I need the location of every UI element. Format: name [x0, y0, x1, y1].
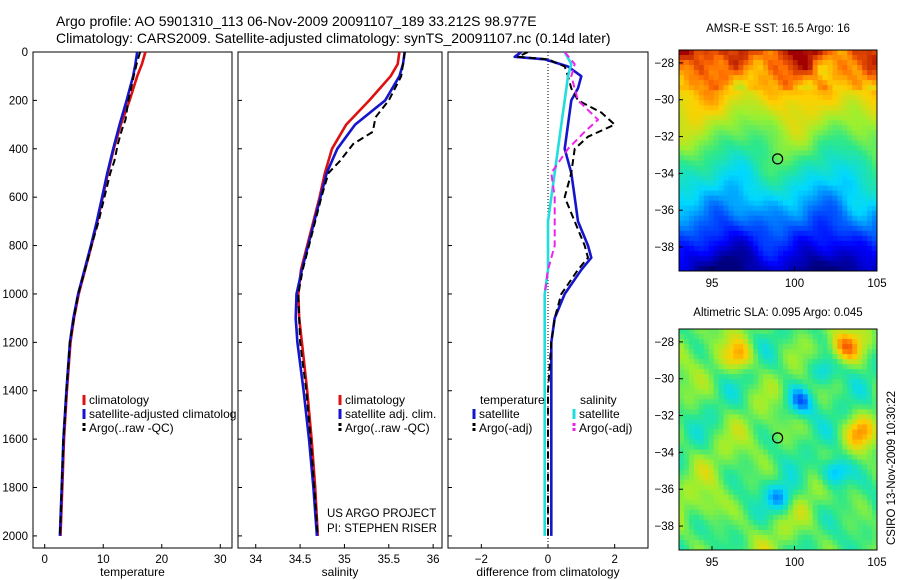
legend-label: Argo(-adj) [579, 421, 632, 435]
y-tick-label: 1200 [2, 337, 28, 349]
temperature-profile-panel: 0 200 400 600 800 1000 1200 1400 1600 1800 2000 0 10… [2, 47, 236, 579]
map-y-tick-label: −36 [654, 205, 674, 217]
map-x-tick-label: 105 [867, 278, 886, 290]
y-tick-label: 1400 [2, 386, 28, 398]
map-y-tick-label: −32 [654, 411, 674, 423]
map-y-tick-label: −32 [654, 132, 674, 144]
map-y-tick-label: −30 [654, 95, 674, 107]
project-credit: US ARGO PROJECT [327, 508, 436, 520]
plot-frame [237, 51, 443, 549]
legend-label: satellite adj. clim. [345, 407, 436, 421]
y-tick-label: 800 [9, 241, 28, 253]
y-tick-label: 600 [9, 192, 28, 204]
x-axis-label: salinity [322, 565, 359, 579]
figure-title-line2: Climatology: CARS2009. Satellite-adjuste… [56, 30, 611, 46]
map-x-tick-label: 95 [706, 557, 719, 569]
y-tick-label: 1800 [2, 483, 28, 495]
series-line-salinity-satellite [543, 52, 573, 536]
legend-label: climatology [345, 393, 405, 407]
y-tick-label: 1600 [2, 434, 28, 446]
map-y-tick-label: −38 [654, 242, 674, 254]
x-tick-label: 2 [611, 554, 617, 566]
x-tick-label: 36 [427, 554, 440, 566]
x-tick-label: 20 [155, 554, 168, 566]
map-x-tick-label: 95 [706, 278, 719, 290]
legend-group-title: temperature [480, 393, 545, 407]
legend-label: Argo(..raw -QC) [345, 421, 430, 435]
legend-group-title: salinity [580, 393, 617, 407]
x-tick-label: 34 [249, 554, 262, 566]
map-y-tick-label: −36 [654, 484, 674, 496]
x-tick-label: −2 [475, 554, 488, 566]
series-line-salinity-argo-adj- [543, 52, 599, 295]
legend-label: Argo(..raw -QC) [89, 421, 174, 435]
legend-label: Argo(-adj) [479, 421, 532, 435]
y-tick-label: 200 [9, 95, 28, 107]
map-frame [678, 328, 878, 551]
x-axis-label: difference from climatology [476, 565, 619, 579]
y-tick-label: 2000 [2, 531, 28, 543]
plot-frame [447, 51, 649, 549]
x-tick-label: 35.5 [378, 554, 400, 566]
argo-float-location-marker [772, 153, 784, 165]
legend-label: satellite [579, 407, 620, 421]
map-y-tick-label: −30 [654, 374, 674, 386]
salinity-profile-panel: 34 34.5 35 35.5 36 salinity climatologysatelli… [237, 51, 443, 579]
pi-credit: PI: STEPHEN RISER [327, 523, 437, 535]
figure-title-line1: Argo profile: AO 5901310_113 06-Nov-2009… [56, 13, 537, 29]
map-frame [678, 49, 878, 272]
series-line-argo-raw-qc- [58, 52, 142, 536]
heatmap-cells [679, 50, 878, 272]
x-tick-label: 10 [97, 554, 110, 566]
sst-map-panel: AMSR-E SST: 16.5 Argo: 16 −28 −30 −32 −34 −36… [654, 23, 886, 290]
map-title: Altimetric SLA: 0.095 Argo: 0.045 [693, 307, 862, 319]
sla-map-panel: Altimetric SLA: 0.095 Argo: 0.045 −28 −30 −… [654, 307, 886, 569]
map-y-tick-label: −34 [654, 447, 674, 459]
plot-frame [32, 51, 233, 549]
map-title: AMSR-E SST: 16.5 Argo: 16 [706, 23, 850, 35]
map-x-tick-label: 100 [785, 557, 804, 569]
map-y-tick-label: −38 [654, 521, 674, 533]
y-tick-label: 1000 [2, 289, 28, 301]
x-tick-label: 0 [545, 554, 551, 566]
map-x-tick-label: 105 [867, 557, 886, 569]
map-x-tick-label: 100 [785, 278, 804, 290]
x-tick-label: 34.5 [289, 554, 311, 566]
legend-label: satellite [479, 407, 520, 421]
map-y-tick-label: −28 [654, 58, 674, 70]
x-tick-label: 30 [214, 554, 227, 566]
x-axis-label: temperature [100, 565, 165, 579]
y-tick-label: 400 [9, 144, 28, 156]
legend-label: satellite-adjusted climatolog [89, 407, 236, 421]
heatmap-cells [679, 329, 878, 551]
y-tick-label: 0 [22, 47, 28, 59]
map-y-tick-label: −28 [654, 337, 674, 349]
csiro-timestamp: CSIRO 13-Nov-2009 10:30:22 [886, 391, 898, 545]
argo-float-location-marker [772, 432, 784, 444]
x-tick-label: 35 [338, 554, 351, 566]
map-y-tick-label: −34 [654, 168, 674, 180]
x-tick-label: 0 [42, 554, 48, 566]
legend-label: climatology [89, 393, 149, 407]
series-line-temperature-satellite [513, 52, 593, 536]
